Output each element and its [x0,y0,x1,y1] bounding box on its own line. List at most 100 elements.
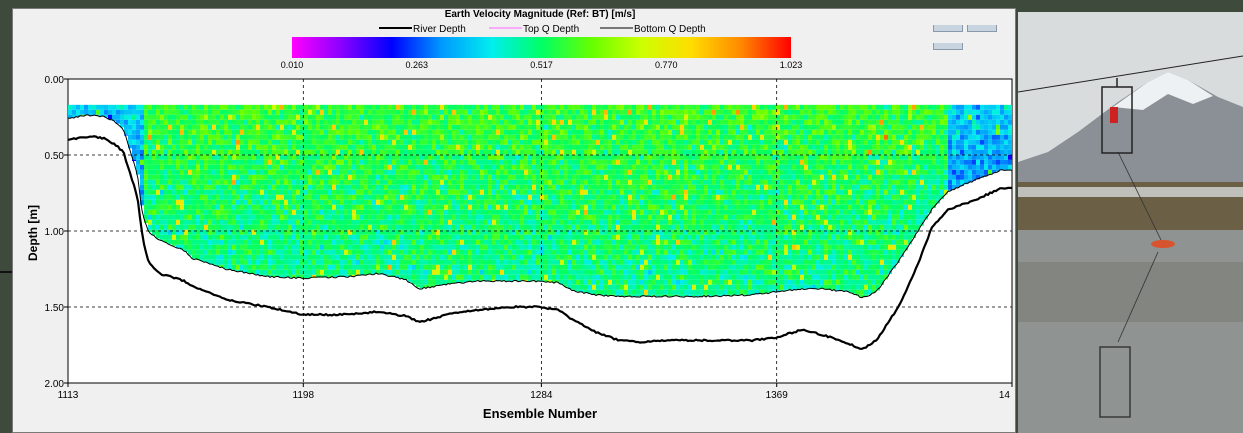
heatmap-cell [632,269,636,275]
heatmap-cell [536,229,540,235]
heatmap-cell [524,174,528,180]
heatmap-cell [216,149,220,155]
heatmap-cell [488,264,492,270]
heatmap-cell [132,104,136,110]
heatmap-cell [340,119,344,125]
heatmap-cell [596,249,600,255]
heatmap-cell [188,114,192,120]
heatmap-cell [416,139,420,145]
heatmap-cell [300,189,304,195]
heatmap-cell [496,214,500,220]
heatmap-cell [128,134,132,140]
heatmap-cell [656,209,660,215]
heatmap-cell [464,279,468,283]
heatmap-cell [136,159,140,165]
heatmap-cell [652,199,656,205]
heatmap-cell [400,159,404,165]
heatmap-cell [176,209,180,215]
heatmap-cell [668,289,672,295]
colorbar-ticks: 0.010 0.263 0.517 0.770 1.023 [281,60,803,70]
heatmap-cell [616,209,620,215]
heatmap-cell [340,269,344,275]
heatmap-cell [512,209,516,215]
heatmap-cell [528,249,532,255]
heatmap-cell [288,149,292,155]
heatmap-cell [432,134,436,140]
heatmap-cell [364,199,368,205]
heatmap-cell [228,174,232,180]
heatmap-cell [496,269,500,275]
heatmap-cell [436,179,440,185]
heatmap-cell [160,129,164,135]
heatmap-cell [424,274,428,280]
heatmap-cell [124,134,128,136]
heatmap-cell [204,234,208,240]
heatmap-cell [192,229,196,235]
heatmap-cell [140,139,144,145]
heatmap-cell [544,119,548,125]
heatmap-cell [592,229,596,235]
heatmap-cell [668,224,672,230]
heatmap-cell [300,179,304,185]
heatmap-cell [456,129,460,135]
heatmap-cell [408,149,412,155]
heatmap-cell [496,104,500,110]
heatmap-cell [456,134,460,140]
heatmap-cell [256,154,260,160]
heatmap-cell [296,239,300,245]
heatmap-cell [248,139,252,145]
heatmap-cell [660,149,664,155]
heatmap-cell [376,214,380,220]
heatmap-cell [224,134,228,140]
heatmap-cell [388,139,392,145]
heatmap-cell [164,199,168,205]
heatmap-cell [540,229,544,235]
heatmap-cell [356,179,360,185]
heatmap-cell [432,184,436,190]
heatmap-cell [428,254,432,260]
heatmap-cell [220,244,224,250]
heatmap-cell [280,119,284,125]
heatmap-cell [212,134,216,140]
heatmap-cell [140,189,144,195]
heatmap-cell [648,244,652,250]
heatmap-cell [284,179,288,185]
heatmap-cell [688,119,692,125]
heatmap-cell [316,219,320,225]
heatmap-cell [176,239,180,245]
heatmap-cell [384,179,388,185]
heatmap-cell [524,179,528,185]
heatmap-cell [568,239,572,245]
heatmap-cell [608,149,612,155]
heatmap-cell [264,259,268,265]
heatmap-cell [296,129,300,135]
heatmap-cell [564,104,568,110]
heatmap-cell [180,179,184,185]
heatmap-cell [156,184,160,190]
heatmap-cell [472,199,476,205]
heatmap-cell [484,174,488,180]
heatmap-cell [220,234,224,240]
heatmap-cell [400,149,404,155]
heatmap-cell [196,134,200,140]
heatmap-cell [132,129,136,135]
heatmap-cell [276,179,280,185]
heatmap-cell [620,149,624,155]
heatmap-cell [476,149,480,155]
heatmap-cell [364,129,368,135]
heatmap-cell [640,159,644,165]
heatmap-cell [468,199,472,205]
heatmap-cell [508,169,512,175]
heatmap-cell [164,134,168,140]
heatmap-cell [340,139,344,145]
heatmap-cell [296,209,300,215]
heatmap-cell [140,164,144,170]
heatmap-cell [368,204,372,210]
heatmap-cell [608,159,612,165]
heatmap-cell [576,254,580,260]
heatmap-cell [544,234,548,240]
heatmap-cell [568,184,572,190]
heatmap-cell [412,144,416,150]
heatmap-cell [192,214,196,220]
heatmap-cell [188,119,192,125]
